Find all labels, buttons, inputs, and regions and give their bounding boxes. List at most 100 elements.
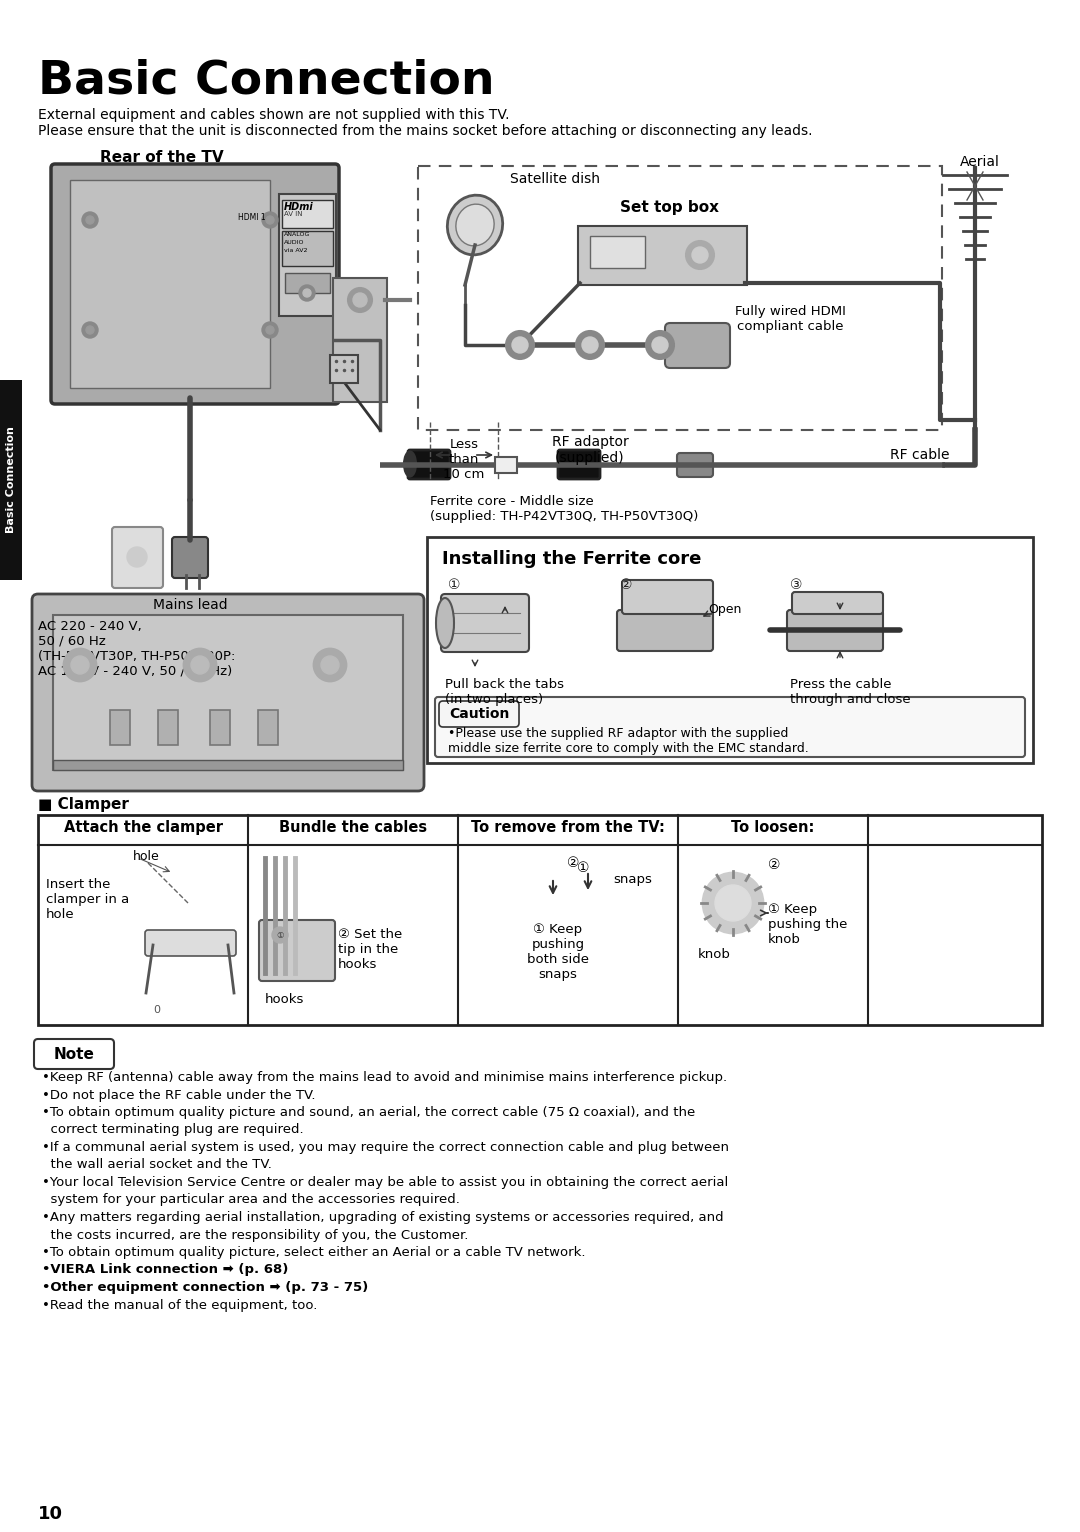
Bar [38, 815, 1042, 1025]
Text: Installing the Ferrite core: Installing the Ferrite core [442, 550, 701, 568]
FancyBboxPatch shape [32, 594, 424, 791]
Circle shape [652, 337, 669, 352]
FancyBboxPatch shape [33, 1039, 114, 1069]
Text: knob: knob [698, 948, 731, 961]
Text: ②: ② [768, 858, 781, 872]
Text: RF adaptor
(supplied): RF adaptor (supplied) [552, 435, 629, 466]
Text: ①: ① [276, 931, 283, 941]
FancyBboxPatch shape [622, 581, 713, 614]
Bar [110, 709, 130, 745]
Circle shape [184, 650, 216, 682]
Circle shape [82, 211, 98, 228]
FancyBboxPatch shape [112, 527, 163, 588]
Text: External equipment and cables shown are not supplied with this TV.: External equipment and cables shown are … [38, 107, 510, 123]
Circle shape [646, 331, 674, 358]
Text: Open: Open [708, 604, 741, 616]
FancyBboxPatch shape [259, 921, 335, 980]
Bar [53, 760, 403, 771]
Circle shape [321, 656, 339, 674]
Circle shape [353, 293, 367, 306]
Text: To remove from the TV:: To remove from the TV: [471, 820, 665, 835]
Circle shape [576, 331, 604, 358]
Circle shape [299, 285, 315, 300]
Bar [285, 273, 330, 293]
Text: •Please use the supplied RF adaptor with the supplied
middle size ferrite core t: •Please use the supplied RF adaptor with… [448, 728, 809, 755]
Circle shape [262, 211, 278, 228]
Circle shape [686, 241, 714, 270]
Text: Aerial: Aerial [960, 155, 1000, 169]
Circle shape [86, 326, 94, 334]
Text: Caution: Caution [449, 706, 509, 722]
Circle shape [348, 288, 372, 313]
Text: ■ Clamper: ■ Clamper [38, 797, 129, 812]
Bar [53, 614, 403, 771]
FancyBboxPatch shape [665, 323, 730, 368]
Circle shape [262, 322, 278, 339]
Text: 10: 10 [38, 1504, 63, 1523]
Text: Basic Connection: Basic Connection [6, 426, 16, 533]
Text: ①: ① [448, 578, 460, 591]
Text: •If a communal aerial system is used, you may require the correct connection cab: •If a communal aerial system is used, yo… [42, 1141, 729, 1154]
Text: Rear of the TV: Rear of the TV [100, 150, 224, 165]
Circle shape [512, 337, 528, 352]
Circle shape [82, 322, 98, 339]
Text: ① Keep
pushing
both side
snaps: ① Keep pushing both side snaps [527, 922, 589, 980]
Text: •Any matters regarding aerial installation, upgrading of existing systems or acc: •Any matters regarding aerial installati… [42, 1210, 724, 1224]
FancyBboxPatch shape [408, 450, 450, 480]
Bar [70, 179, 270, 388]
Text: hooks: hooks [265, 993, 305, 1007]
FancyBboxPatch shape [441, 594, 529, 653]
Circle shape [86, 216, 94, 224]
Text: AC 220 - 240 V,
50 / 60 Hz
(TH-P42VT30P, TH-P50VT30P:
AC 110 V - 240 V, 50 / 60 : AC 220 - 240 V, 50 / 60 Hz (TH-P42VT30P,… [38, 620, 235, 679]
Text: •Your local Television Service Centre or dealer may be able to assist you in obt: •Your local Television Service Centre or… [42, 1177, 728, 1189]
FancyBboxPatch shape [558, 450, 600, 480]
Circle shape [582, 337, 598, 352]
Circle shape [703, 873, 762, 933]
Text: snaps: snaps [613, 873, 652, 885]
Ellipse shape [456, 204, 495, 245]
Bar [590, 236, 645, 268]
Text: Please ensure that the unit is disconnected from the mains socket before attachi: Please ensure that the unit is disconnec… [38, 124, 812, 138]
FancyBboxPatch shape [578, 227, 747, 285]
Text: Insert the
clamper in a
hole: Insert the clamper in a hole [46, 878, 130, 921]
FancyBboxPatch shape [677, 453, 713, 476]
FancyBboxPatch shape [438, 702, 519, 728]
FancyBboxPatch shape [145, 930, 237, 956]
Text: Press the cable
through and close: Press the cable through and close [789, 679, 910, 706]
Text: ②: ② [567, 856, 579, 870]
Text: •To obtain optimum quality picture and sound, an aerial, the correct cable (75 Ω: •To obtain optimum quality picture and s… [42, 1106, 696, 1118]
Text: Basic Connection: Basic Connection [38, 58, 495, 103]
Circle shape [692, 247, 708, 264]
Bar [282, 201, 333, 228]
FancyBboxPatch shape [333, 277, 387, 401]
Text: system for your particular area and the accessories required.: system for your particular area and the … [42, 1193, 460, 1207]
Circle shape [266, 326, 274, 334]
Circle shape [127, 547, 147, 567]
Text: Set top box: Set top box [620, 201, 719, 214]
Circle shape [507, 331, 534, 358]
Text: ①: ① [577, 861, 590, 875]
Circle shape [71, 656, 89, 674]
Bar [330, 355, 357, 383]
Text: Fully wired HDMI
compliant cable: Fully wired HDMI compliant cable [734, 305, 846, 332]
Text: ① Keep
pushing the
knob: ① Keep pushing the knob [768, 902, 848, 945]
Text: ③: ③ [789, 578, 802, 591]
FancyBboxPatch shape [172, 538, 208, 578]
Circle shape [272, 927, 288, 944]
Bar [282, 231, 333, 267]
FancyBboxPatch shape [418, 165, 942, 430]
Circle shape [64, 650, 96, 682]
Circle shape [266, 216, 274, 224]
Text: Attach the clamper: Attach the clamper [64, 820, 222, 835]
Text: HDmi: HDmi [284, 202, 314, 211]
Text: RF cable: RF cable [890, 447, 949, 463]
Text: the costs incurred, are the responsibility of you, the Customer.: the costs incurred, are the responsibili… [42, 1229, 469, 1241]
FancyBboxPatch shape [279, 195, 336, 316]
Text: Less
than
10 cm: Less than 10 cm [443, 438, 485, 481]
Circle shape [191, 656, 210, 674]
FancyBboxPatch shape [792, 591, 883, 614]
Bar [258, 709, 278, 745]
FancyBboxPatch shape [435, 697, 1025, 757]
Text: AUDIO: AUDIO [284, 241, 305, 245]
Text: the wall aerial socket and the TV.: the wall aerial socket and the TV. [42, 1158, 272, 1172]
